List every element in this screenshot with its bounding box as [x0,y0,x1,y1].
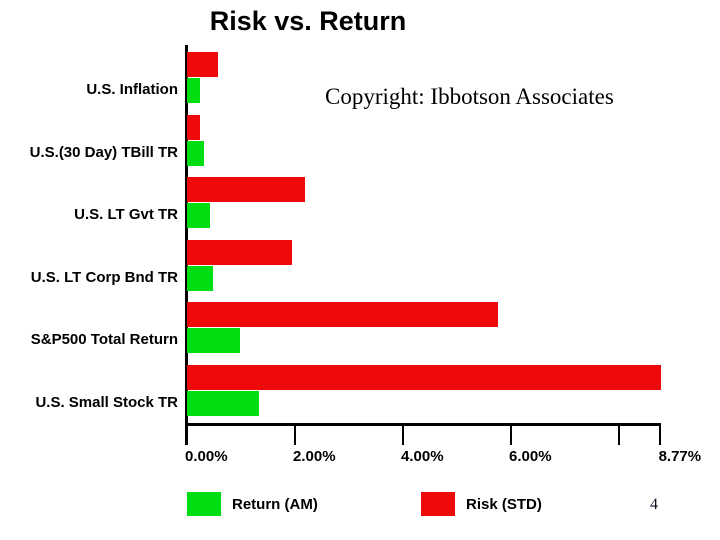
x-axis-line [186,423,661,426]
bar-return [187,203,211,229]
x-axis-tick [618,424,620,445]
x-axis-tick [294,424,296,445]
bar-risk [187,302,499,328]
category-label: U.S. LT Corp Bnd TR [30,268,178,286]
category-label: U.S. Small Stock TR [35,394,178,411]
category-label: S&P500 Total Return [30,331,178,349]
x-axis-tick [659,424,661,445]
x-axis-tick-label: 8.77% [658,448,702,465]
x-axis-tick-label: 6.00% [509,448,552,465]
bar-risk [187,365,661,390]
legend-label: Risk (STD) [466,496,542,513]
bar-return [187,265,213,291]
bar-risk [187,114,200,140]
legend-swatch-risk [421,492,455,516]
category-label: U.S. Inflation [86,81,178,98]
bar-return [187,328,240,354]
bar-risk [187,177,306,203]
chart-title: Risk vs. Return [209,6,407,36]
x-axis-tick-label: 2.00% [293,448,336,465]
bar-return [187,140,204,166]
bar-risk [187,239,293,265]
x-axis-tick-label: 4.00% [401,448,444,465]
category-label: U.S. LT Gvt TR [74,206,178,224]
bar-return [187,391,259,416]
copyright-text: Copyright: Ibbotson Associates [325,84,614,109]
x-axis-tick-label: 0.00% [185,448,228,465]
x-axis-tick [402,424,404,445]
page-number: 4 [650,496,658,513]
bar-return [187,78,200,103]
legend-swatch-return [187,492,221,516]
bar-risk [187,52,218,77]
category-label: U.S.(30 Day) TBill TR [29,143,178,161]
legend-label: Return (AM) [232,496,318,513]
x-axis-tick [510,424,512,445]
y-axis-line [185,45,188,445]
